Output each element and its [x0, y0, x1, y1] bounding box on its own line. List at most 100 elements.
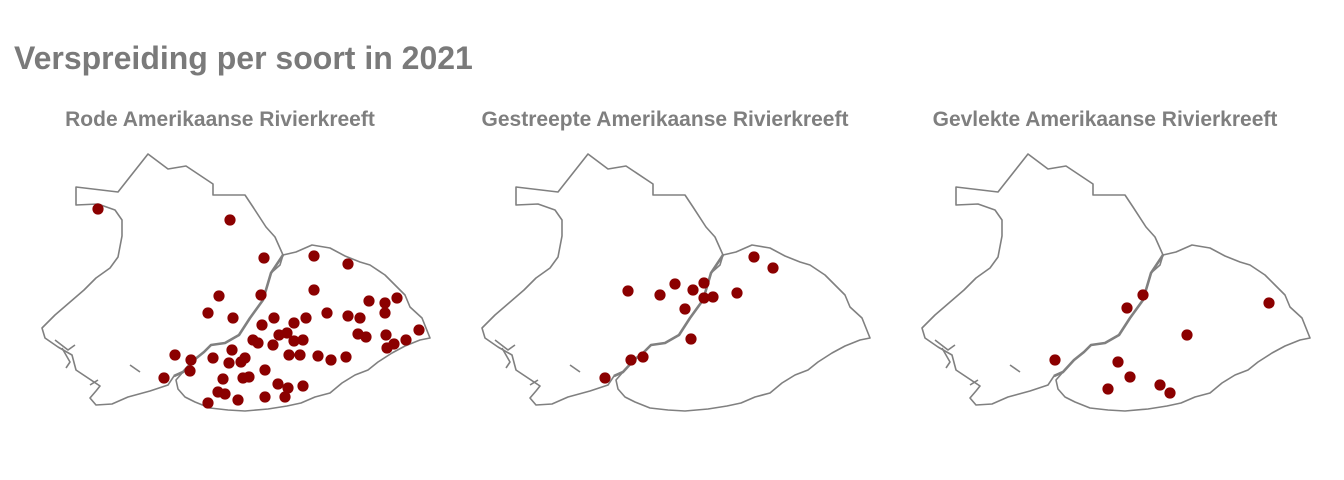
observation-point [158, 372, 170, 384]
observation-point [227, 312, 239, 324]
observation-point [1049, 354, 1061, 366]
observation-point [268, 312, 280, 324]
observation-point [1263, 297, 1275, 309]
observation-point [379, 297, 391, 309]
observation-point [321, 307, 333, 319]
panel-title: Rode Amerikaanse Rivierkreeft [65, 108, 375, 131]
observation-point [380, 329, 392, 341]
observation-point [300, 312, 312, 324]
observation-point [217, 373, 229, 385]
observation-point [342, 258, 354, 270]
observation-point [223, 357, 235, 369]
observation-point [413, 324, 425, 336]
observation-point [279, 391, 291, 403]
observation-point [267, 339, 279, 351]
observation-point [283, 349, 295, 361]
observation-point [232, 394, 244, 406]
observation-point [258, 252, 270, 264]
observation-point [379, 307, 391, 319]
observation-point [687, 284, 699, 296]
map-panel-gestreepte: Gestreepte Amerikaanse Rivierkreeft [440, 100, 880, 430]
observation-point [679, 303, 691, 315]
observation-point [213, 290, 225, 302]
observation-point [288, 335, 300, 347]
region-south-outline [1055, 244, 1311, 412]
observation-point [1137, 289, 1149, 301]
observation-point [312, 350, 324, 362]
observation-point [637, 351, 649, 363]
observation-point [599, 372, 611, 384]
observation-points [92, 203, 425, 409]
waterway-line [1009, 364, 1021, 373]
observation-point [308, 250, 320, 262]
observation-point [698, 277, 710, 289]
waterway-line [494, 339, 516, 351]
observation-point [354, 312, 366, 324]
observation-point [342, 310, 354, 322]
observation-point [1154, 379, 1166, 391]
observation-point [748, 251, 760, 263]
map-svg [41, 153, 431, 412]
observation-point [297, 334, 309, 346]
observation-point [255, 289, 267, 301]
map-panel-gevlekte: Gevlekte Amerikaanse Rivierkreeft [880, 100, 1320, 430]
observation-point [388, 338, 400, 350]
observation-point [243, 371, 255, 383]
observation-point [363, 295, 375, 307]
observation-point [282, 382, 294, 394]
observation-point [1164, 387, 1176, 399]
waterway-line [61, 347, 71, 369]
observation-point [288, 317, 300, 329]
observation-point [224, 214, 236, 226]
panel-title: Gevlekte Amerikaanse Rivierkreeft [932, 108, 1278, 131]
region-north-outline [41, 153, 284, 406]
observation-points [1049, 289, 1275, 399]
region-south-outline [615, 244, 871, 412]
observation-point [212, 386, 224, 398]
observation-point [92, 203, 104, 215]
observation-point [1121, 302, 1133, 314]
map-svg [921, 153, 1311, 412]
observation-point [669, 278, 681, 290]
observation-point [325, 354, 337, 366]
observation-point [169, 349, 181, 361]
observation-point [1112, 356, 1124, 368]
map-geometry [921, 153, 1311, 412]
waterway-line [54, 339, 76, 351]
page-title: Verspreiding per soort in 2021 [14, 40, 473, 76]
observation-point [391, 292, 403, 304]
observation-point [207, 352, 219, 364]
map-svg [481, 153, 871, 412]
observation-point [184, 365, 196, 377]
observation-point [259, 364, 271, 376]
observation-point [731, 287, 743, 299]
observation-point [202, 307, 214, 319]
observation-point [625, 354, 637, 366]
observation-point [340, 351, 352, 363]
observation-point [256, 319, 268, 331]
observation-point [247, 334, 259, 346]
waterway-line [529, 379, 539, 386]
observation-point [1181, 329, 1193, 341]
observation-point [294, 349, 306, 361]
observation-point [698, 292, 710, 304]
waterway-line [89, 379, 99, 386]
observation-point [707, 291, 719, 303]
map-panel-rode: Rode Amerikaanse Rivierkreeft [0, 100, 440, 430]
observation-point [235, 356, 247, 368]
observation-point [654, 289, 666, 301]
observation-point [1124, 371, 1136, 383]
observation-point [202, 397, 214, 409]
observation-point [622, 285, 634, 297]
observation-point [685, 333, 697, 345]
region-north-outline [481, 153, 724, 406]
observation-point [226, 344, 238, 356]
region-border [1053, 254, 1165, 378]
region-north-outline [921, 153, 1164, 406]
observation-point [259, 391, 271, 403]
observation-point [767, 262, 779, 274]
waterway-line [969, 379, 979, 386]
observation-point [308, 284, 320, 296]
observation-point [1102, 383, 1114, 395]
panel-title: Gestreepte Amerikaanse Rivierkreeft [481, 108, 849, 131]
